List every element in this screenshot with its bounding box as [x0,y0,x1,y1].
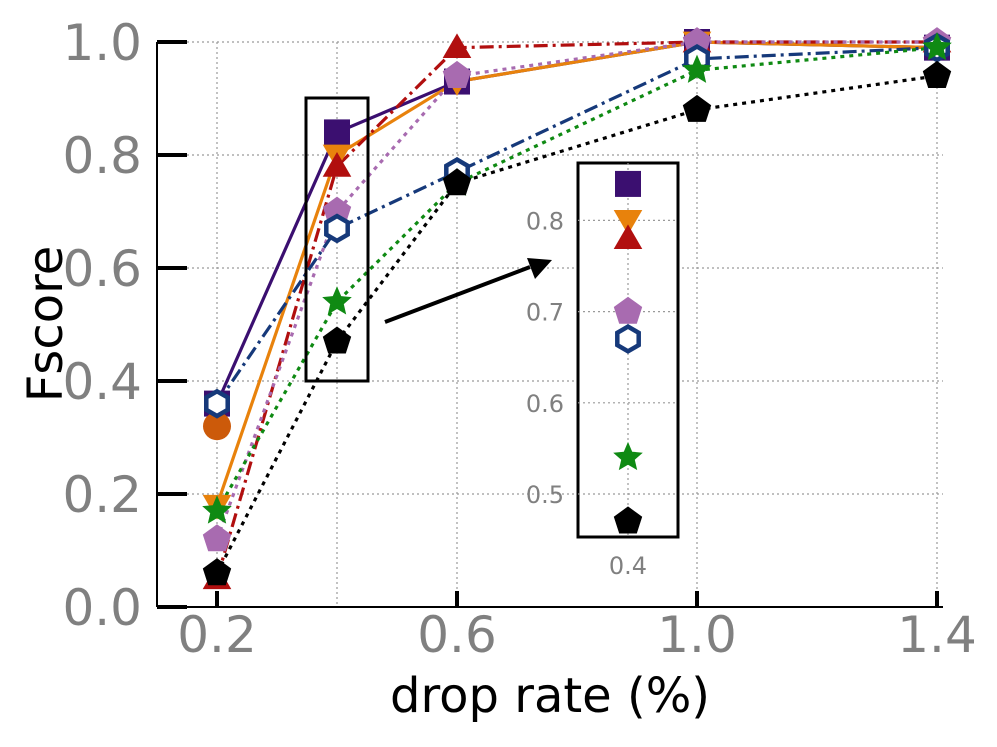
star-marker [922,32,952,61]
pentagon-marker [682,27,712,55]
inset-x-tick-label: 0.4 [609,552,647,580]
star-marker [682,54,712,83]
pentagon-marker [613,296,643,324]
pentagon-marker [442,168,472,196]
pentagon-marker [322,326,352,354]
y-axis-title: Fscore [18,246,74,403]
pentagon-marker [202,558,232,586]
y-tick-label: 0.0 [62,579,142,637]
x-tick-label: 1.0 [657,606,737,664]
inset-y-tick-label: 0.5 [526,481,564,509]
arrow-shaft [384,265,531,324]
y-tick-label: 1.0 [62,14,142,72]
pentagon-marker [682,94,712,122]
triangle-up-marker [322,152,352,177]
y-tick-label: 0.4 [62,353,142,411]
star-marker [613,441,643,471]
y-tick-label: 0.6 [62,240,142,298]
pentagon-marker [613,506,643,534]
highlight-box [304,96,370,383]
arrow-head [527,258,552,279]
hexagon-marker [204,388,230,419]
square-marker [615,170,641,197]
inset-chart: 0.5 0.6 0.7 0.8 0.4 [526,161,680,580]
x-tick-label: 1.4 [897,606,977,664]
pentagon-marker [442,60,472,88]
hexagon-marker [615,323,641,354]
x-tick-label: 0.6 [417,606,497,664]
circle-marker [203,412,231,441]
series-group [202,27,952,590]
square-marker [324,119,350,146]
pentagon-marker [322,196,352,224]
inset-y-tick-label: 0.8 [526,207,564,235]
hexagon-marker [324,213,350,244]
star-marker [202,495,232,524]
axes: 0.0 0.2 0.4 0.6 0.8 1.0 0.2 0.6 1.0 1.4 [62,14,976,664]
inset-y-tick-label: 0.7 [526,299,564,327]
star-marker [322,286,352,315]
pentagon-marker [922,60,952,88]
triangle-up-marker [613,224,643,250]
zoom-arrow [384,258,552,324]
y-tick-label: 0.8 [62,127,142,185]
x-axis-title: drop rate (%) [390,668,710,724]
pentagon-marker [202,524,232,552]
triangle-up-marker [442,33,472,59]
x-tick-label: 0.2 [177,606,257,664]
y-tick-label: 0.2 [62,466,142,524]
triangle-down-marker [613,210,643,235]
inset-y-tick-label: 0.6 [526,390,564,418]
